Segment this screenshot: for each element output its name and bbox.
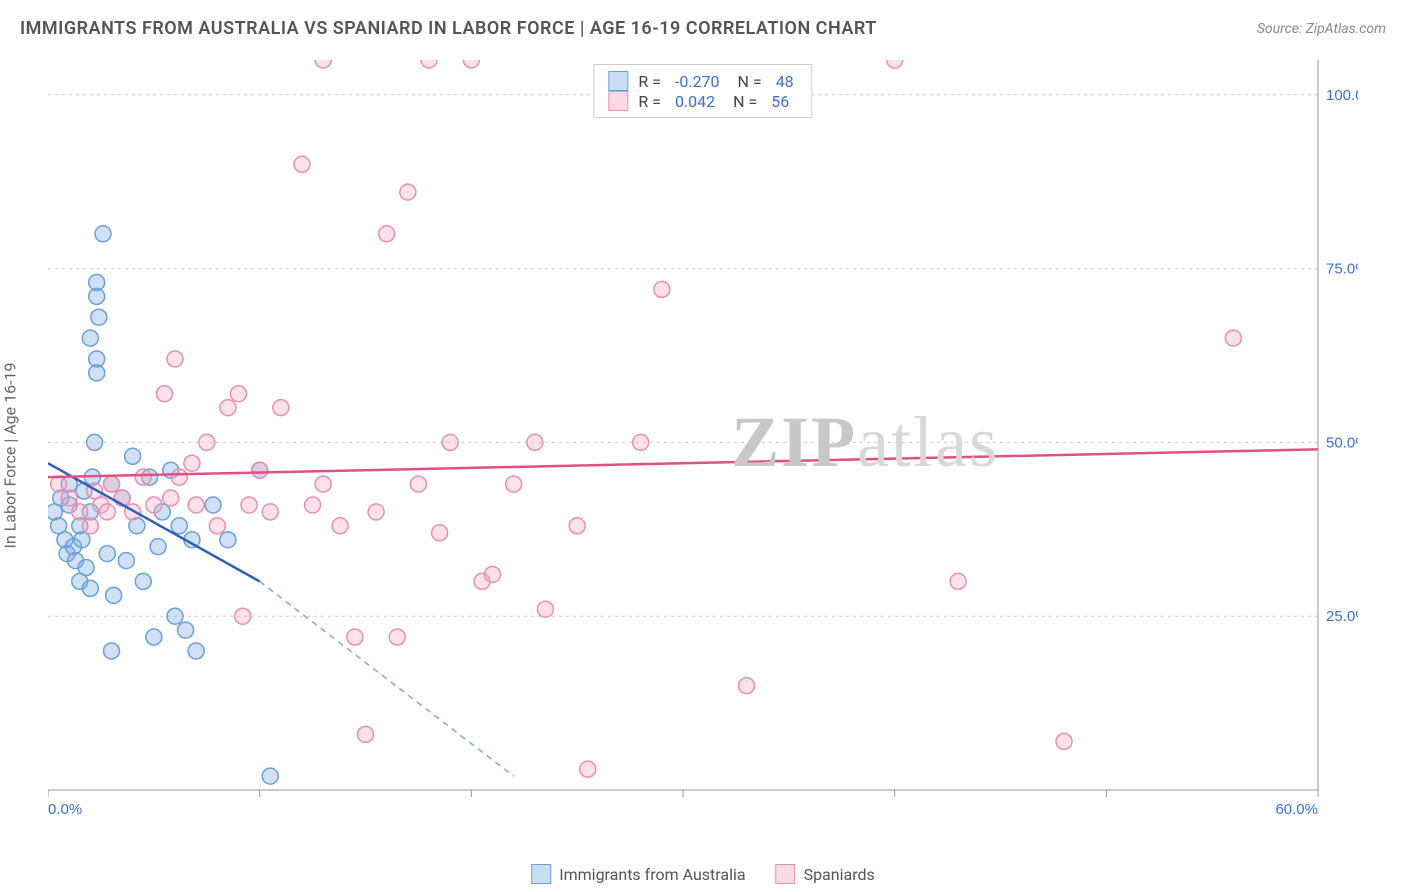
svg-text:100.0%: 100.0% (1326, 87, 1358, 104)
legend-item-australia: Immigrants from Australia (531, 864, 745, 884)
legend-item-spaniards: Spaniards (776, 864, 875, 884)
chart-svg: 25.0% 50.0% 75.0% 100.0% 0.0% 60.0% (48, 60, 1358, 830)
svg-text:50.0%: 50.0% (1326, 434, 1358, 451)
legend-n-value-australia: 48 (772, 72, 798, 91)
legend-r-value-australia: -0.270 (671, 72, 724, 91)
series-legend: Immigrants from Australia Spaniards (531, 864, 874, 884)
legend-row-australia: R = -0.270 N = 48 (608, 71, 797, 91)
swatch-blue-icon (531, 864, 551, 884)
svg-text:60.0%: 60.0% (1275, 801, 1318, 818)
legend-n-label: N = (734, 72, 762, 91)
legend-row-spaniards: R = 0.042 N = 56 (608, 91, 797, 111)
legend-n-value-spaniards: 56 (767, 92, 793, 111)
legend-label: Immigrants from Australia (559, 865, 745, 884)
swatch-pink-icon (776, 864, 796, 884)
correlation-legend: R = -0.270 N = 48 R = 0.042 N = 56 (593, 64, 812, 118)
legend-r-label: R = (638, 92, 661, 111)
legend-n-label: N = (729, 92, 757, 111)
swatch-blue-icon (608, 71, 628, 91)
legend-r-label: R = (638, 72, 661, 91)
chart-title: IMMIGRANTS FROM AUSTRALIA VS SPANIARD IN… (20, 18, 877, 39)
legend-label: Spaniards (804, 865, 875, 884)
scatter-chart: 25.0% 50.0% 75.0% 100.0% 0.0% 60.0% (48, 60, 1358, 830)
svg-text:25.0%: 25.0% (1326, 608, 1358, 625)
y-axis-label: In Labor Force | Age 16-19 (1, 362, 20, 548)
title-bar: IMMIGRANTS FROM AUSTRALIA VS SPANIARD IN… (20, 18, 1386, 39)
legend-r-value-spaniards: 0.042 (671, 92, 719, 111)
swatch-pink-icon (608, 91, 628, 111)
source-attribution: Source: ZipAtlas.com (1257, 21, 1386, 37)
svg-text:0.0%: 0.0% (48, 801, 82, 818)
svg-text:75.0%: 75.0% (1326, 261, 1358, 278)
